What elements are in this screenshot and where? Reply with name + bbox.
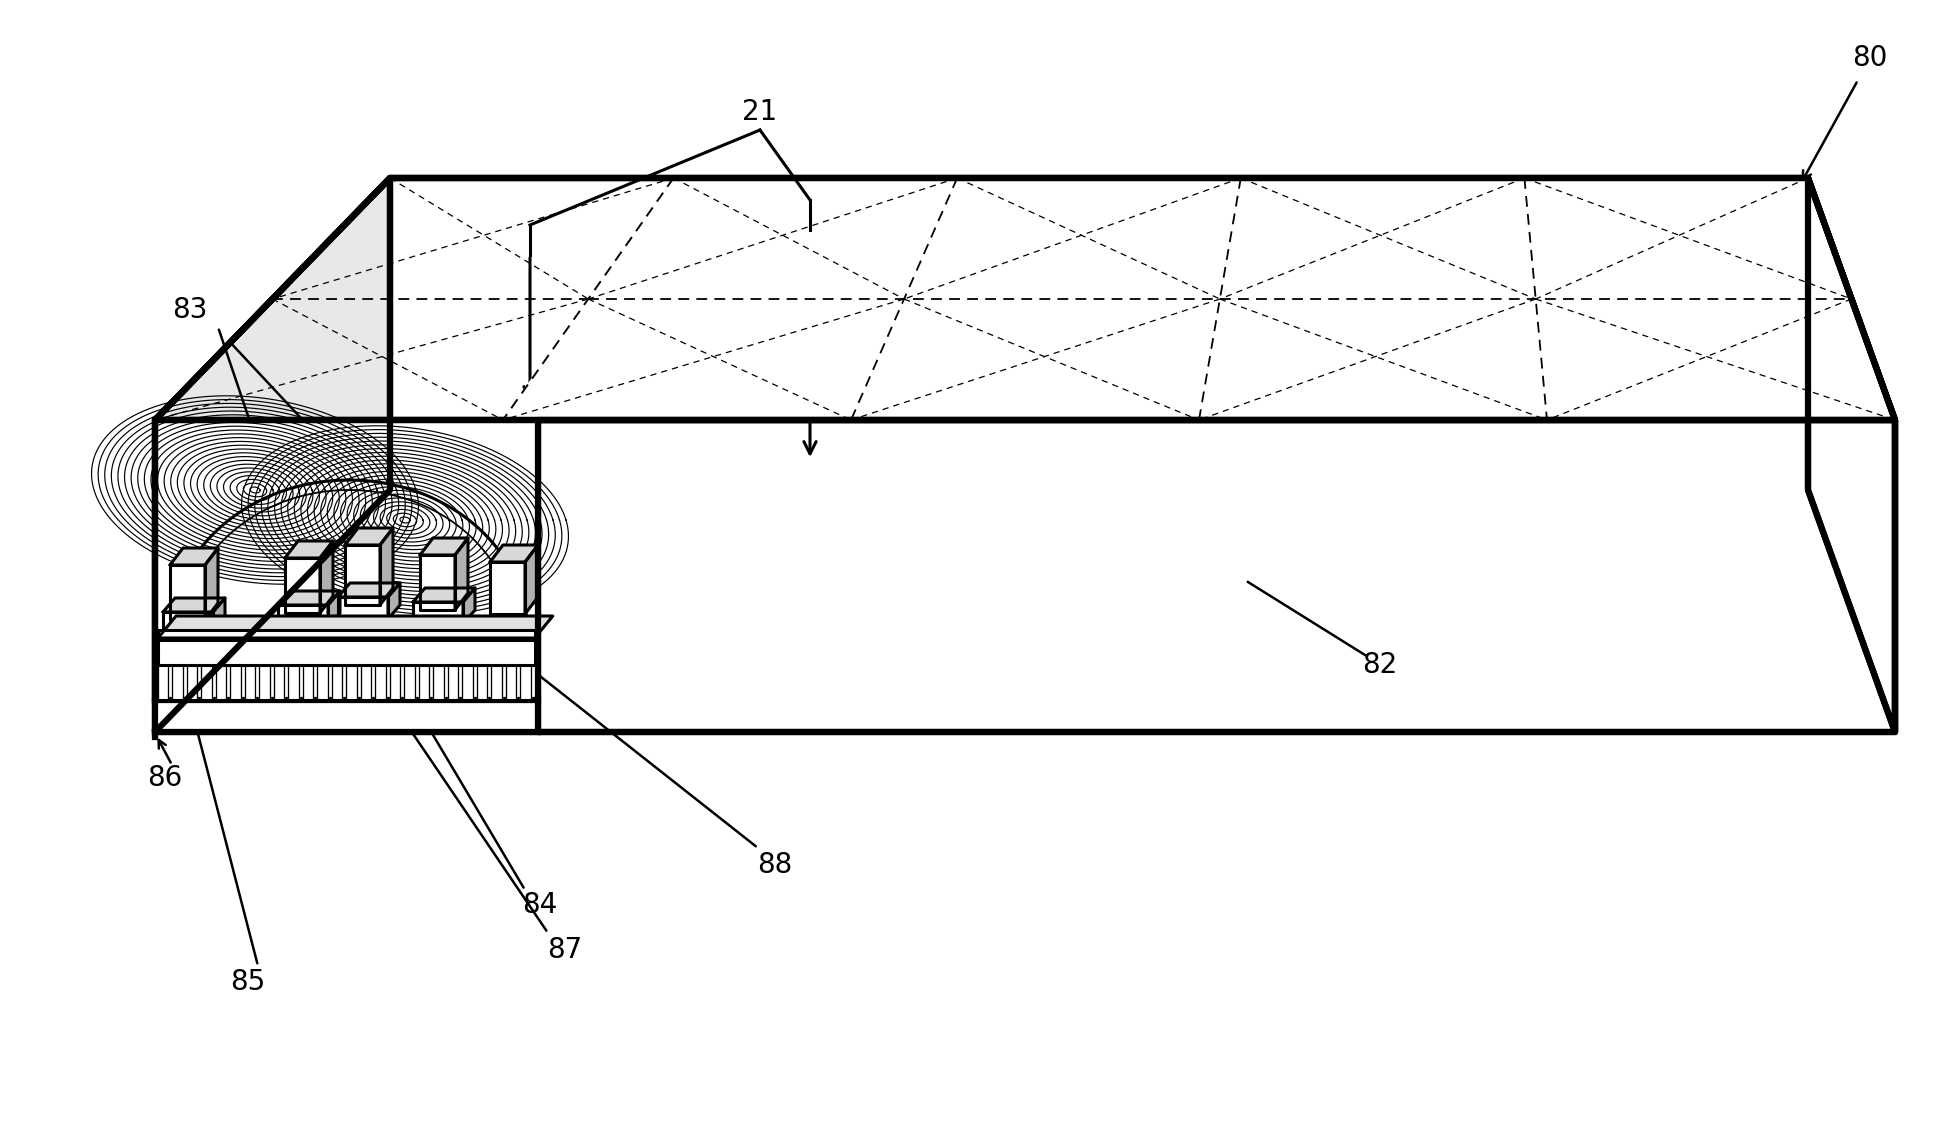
Polygon shape bbox=[319, 541, 333, 613]
Polygon shape bbox=[524, 545, 538, 614]
Polygon shape bbox=[478, 665, 487, 699]
Polygon shape bbox=[344, 528, 393, 545]
Polygon shape bbox=[186, 665, 198, 699]
Polygon shape bbox=[162, 598, 225, 612]
Polygon shape bbox=[155, 178, 1894, 420]
Polygon shape bbox=[172, 665, 182, 699]
Polygon shape bbox=[503, 178, 1894, 420]
Polygon shape bbox=[286, 541, 333, 558]
Text: 88: 88 bbox=[757, 851, 793, 879]
Polygon shape bbox=[448, 665, 458, 699]
Polygon shape bbox=[538, 420, 1894, 733]
Polygon shape bbox=[387, 583, 399, 620]
Polygon shape bbox=[421, 539, 468, 555]
Polygon shape bbox=[521, 665, 530, 699]
Polygon shape bbox=[344, 545, 380, 605]
Polygon shape bbox=[462, 665, 472, 699]
Polygon shape bbox=[462, 588, 476, 624]
Polygon shape bbox=[303, 665, 313, 699]
Polygon shape bbox=[339, 583, 399, 597]
Polygon shape bbox=[419, 665, 429, 699]
Polygon shape bbox=[339, 597, 387, 620]
Polygon shape bbox=[505, 665, 517, 699]
Polygon shape bbox=[346, 665, 356, 699]
Polygon shape bbox=[260, 665, 270, 699]
Polygon shape bbox=[380, 528, 393, 605]
Polygon shape bbox=[162, 612, 213, 634]
Polygon shape bbox=[155, 420, 538, 733]
Polygon shape bbox=[432, 665, 444, 699]
Polygon shape bbox=[389, 665, 399, 699]
Polygon shape bbox=[1806, 178, 1894, 733]
Polygon shape bbox=[245, 665, 254, 699]
Polygon shape bbox=[376, 665, 386, 699]
Polygon shape bbox=[215, 665, 227, 699]
Polygon shape bbox=[278, 605, 329, 628]
Text: 84: 84 bbox=[523, 891, 558, 919]
Text: 83: 83 bbox=[172, 296, 207, 324]
Polygon shape bbox=[288, 665, 299, 699]
Polygon shape bbox=[159, 638, 534, 665]
Polygon shape bbox=[405, 665, 415, 699]
Polygon shape bbox=[155, 178, 389, 733]
Polygon shape bbox=[231, 665, 241, 699]
Polygon shape bbox=[274, 665, 284, 699]
Polygon shape bbox=[205, 548, 217, 620]
Text: 21: 21 bbox=[742, 98, 777, 126]
Polygon shape bbox=[170, 565, 205, 620]
Polygon shape bbox=[421, 555, 454, 610]
Polygon shape bbox=[317, 665, 327, 699]
Text: 87: 87 bbox=[548, 936, 583, 964]
Text: 85: 85 bbox=[231, 968, 266, 996]
Text: 80: 80 bbox=[1851, 44, 1887, 72]
Polygon shape bbox=[202, 665, 211, 699]
Polygon shape bbox=[489, 545, 538, 563]
Polygon shape bbox=[413, 602, 462, 624]
Polygon shape bbox=[491, 665, 501, 699]
Polygon shape bbox=[278, 591, 341, 605]
Polygon shape bbox=[159, 665, 168, 699]
Text: 82: 82 bbox=[1362, 652, 1397, 679]
Polygon shape bbox=[413, 588, 476, 602]
Polygon shape bbox=[333, 665, 342, 699]
Polygon shape bbox=[489, 563, 524, 614]
Polygon shape bbox=[329, 591, 341, 628]
Polygon shape bbox=[286, 558, 319, 613]
Polygon shape bbox=[360, 665, 372, 699]
Polygon shape bbox=[170, 548, 217, 565]
Polygon shape bbox=[159, 616, 552, 638]
Text: 86: 86 bbox=[147, 764, 182, 792]
Polygon shape bbox=[213, 598, 225, 634]
Polygon shape bbox=[159, 630, 534, 640]
Polygon shape bbox=[454, 539, 468, 610]
